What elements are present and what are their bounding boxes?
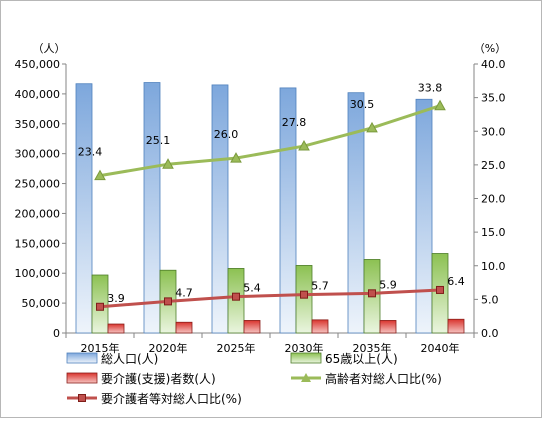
bar-aged-65-plus bbox=[227, 268, 245, 334]
legend-label: 要介護者等対総人口比(%) bbox=[101, 391, 242, 406]
point-care-ratio bbox=[96, 302, 104, 311]
x-tick-label: 2030年 bbox=[285, 341, 324, 355]
left-tick-label: 300,000 bbox=[15, 148, 61, 161]
point-elderly-ratio bbox=[298, 140, 310, 151]
bar-aged-65-plus bbox=[295, 265, 313, 334]
legend-swatch bbox=[66, 352, 98, 364]
data-label-care-ratio: 5.7 bbox=[311, 280, 329, 293]
right-tick-label: 30.0 bbox=[481, 125, 506, 138]
left-tick-label: 150,000 bbox=[15, 237, 61, 250]
left-tick-label: 250,000 bbox=[15, 178, 61, 191]
data-label-care-ratio: 3.9 bbox=[107, 292, 125, 305]
legend-label: 総人口(人) bbox=[101, 352, 158, 366]
left-tick-label: 200,000 bbox=[15, 207, 61, 220]
bar-total-population bbox=[347, 92, 365, 334]
plot-area: 0 50,000 100,000 150,000 200,000 250,000 300,0… bbox=[15, 58, 506, 355]
legend-label: 要介護(支援)者数(人) bbox=[101, 371, 216, 386]
line-care-ratio bbox=[99, 288, 441, 309]
left-tick-label: 50,000 bbox=[22, 297, 61, 310]
legend-marker bbox=[78, 394, 86, 402]
point-care-ratio bbox=[368, 289, 376, 298]
legend-marker bbox=[301, 373, 311, 382]
data-label-elderly-ratio: 30.5 bbox=[350, 98, 375, 111]
right-tick-label: 15.0 bbox=[481, 226, 506, 239]
data-label-care-ratio: 4.7 bbox=[175, 286, 193, 299]
data-label-care-ratio: 6.4 bbox=[447, 275, 465, 288]
legend-swatch bbox=[66, 372, 98, 384]
right-tick-label: 35.0 bbox=[481, 92, 506, 105]
data-label-care-ratio: 5.9 bbox=[379, 278, 397, 291]
legend: 総人口(人) 65歳以上(人) 要介護(支援)者数(人) 高齢者対総人口比(%) 要介護… bbox=[66, 352, 442, 406]
bar-total-population bbox=[75, 83, 93, 334]
point-care-ratio bbox=[164, 297, 172, 306]
bar-care-recipients bbox=[447, 318, 465, 334]
right-tick-label: 25.0 bbox=[481, 159, 506, 172]
x-tick-label: 2035年 bbox=[353, 341, 392, 355]
bar-total-population bbox=[415, 98, 433, 334]
right-tick-label: 10.0 bbox=[481, 260, 506, 273]
x-tick-label: 2015年 bbox=[81, 341, 120, 355]
data-label-elderly-ratio: 33.8 bbox=[418, 82, 443, 95]
bar-total-population bbox=[143, 82, 161, 334]
data-label-elderly-ratio: 25.1 bbox=[146, 134, 171, 147]
right-tick-label: 5.0 bbox=[481, 293, 499, 306]
data-label-elderly-ratio: 23.4 bbox=[78, 146, 103, 159]
bar-total-population bbox=[211, 84, 229, 334]
x-tick-label: 2040年 bbox=[421, 341, 460, 355]
point-elderly-ratio bbox=[94, 169, 106, 181]
point-care-ratio bbox=[300, 290, 308, 299]
bar-care-recipients bbox=[243, 320, 261, 334]
point-elderly-ratio bbox=[366, 121, 378, 133]
point-care-ratio bbox=[436, 285, 444, 294]
bar-care-recipients bbox=[175, 321, 193, 334]
legend-label: 65歳以上(人) bbox=[325, 352, 398, 366]
bar-care-recipients bbox=[107, 323, 125, 334]
point-care-ratio bbox=[232, 292, 240, 301]
legend-label: 高齢者対総人口比(%) bbox=[325, 371, 442, 386]
data-label-elderly-ratio: 27.8 bbox=[282, 116, 307, 129]
bar-care-recipients bbox=[379, 320, 397, 334]
point-elderly-ratio bbox=[230, 152, 242, 163]
right-axis-unit: （%） bbox=[474, 42, 506, 55]
x-tick-label: 2025年 bbox=[217, 341, 256, 355]
left-tick-label: 450,000 bbox=[15, 58, 61, 71]
legend-swatch bbox=[290, 352, 322, 364]
bar-care-recipients bbox=[311, 319, 329, 334]
right-tick-label: 40.0 bbox=[481, 58, 506, 71]
data-label-care-ratio: 5.4 bbox=[243, 282, 261, 295]
point-elderly-ratio bbox=[434, 99, 446, 111]
right-tick-label: 0.0 bbox=[481, 327, 499, 340]
left-tick-label: 100,000 bbox=[15, 267, 61, 280]
data-label-elderly-ratio: 26.0 bbox=[214, 128, 239, 141]
point-elderly-ratio bbox=[162, 158, 174, 169]
line-elderly-ratio bbox=[99, 104, 441, 178]
left-tick-label: 400,000 bbox=[15, 88, 61, 101]
left-tick-label: 350,000 bbox=[15, 118, 61, 131]
x-tick-label: 2020年 bbox=[149, 341, 188, 355]
left-axis-unit: （人） bbox=[33, 42, 66, 55]
left-tick-label: 0 bbox=[53, 327, 60, 340]
right-tick-label: 20.0 bbox=[481, 193, 506, 206]
